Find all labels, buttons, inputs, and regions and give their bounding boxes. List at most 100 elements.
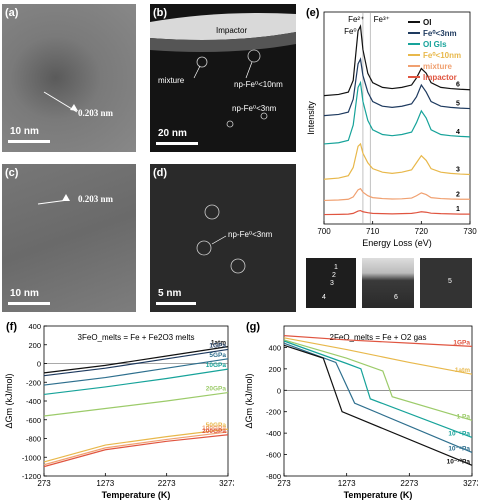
series-line — [283, 342, 473, 453]
legend-entry: mixture — [423, 62, 452, 71]
x-tick-label: 3273 — [463, 479, 478, 488]
x-tick-label: 710 — [366, 227, 380, 236]
scale-label-b: 20 nm — [158, 128, 187, 139]
y-tick-label: -800 — [266, 472, 281, 481]
series-line — [323, 187, 470, 202]
scale-bar-a — [8, 140, 50, 143]
panel-label: (f) — [6, 321, 17, 333]
y-tick-label: 400 — [28, 322, 41, 331]
lattice-spacing-label: 0.203 nm — [78, 108, 114, 118]
inset-number: 3 — [330, 280, 334, 287]
impactor-label: Impactor — [216, 26, 248, 35]
np-circle — [204, 204, 220, 220]
series-label: 200GPa — [202, 428, 226, 435]
panel-d-label: (d) — [153, 167, 168, 179]
panel-c-image: (c) 0.203 nm 10 nm — [2, 164, 136, 312]
x-tick-label: 700 — [317, 227, 331, 236]
lattice-spacing-label: 0.203 nm — [78, 194, 114, 204]
series-offset-label: 1 — [456, 206, 460, 213]
series-label: 1GPa — [453, 339, 470, 346]
scale-bar-d — [156, 302, 196, 305]
panel-label: (g) — [246, 321, 260, 333]
y-tick-label: -600 — [26, 416, 41, 425]
plot-frame — [43, 325, 229, 477]
legend-entry: OI — [423, 18, 431, 27]
peak-label: Fe²⁺ — [348, 15, 364, 24]
legend-entry: Impactor — [423, 73, 457, 82]
series-label: 10⁻¹⁰Pa — [447, 457, 471, 465]
gibbs-chart-f: (f) 3FeO_melts = Fe + Fe2O3 melts 1atm1GPa… — [4, 321, 234, 500]
lattice-arrow-icon — [37, 194, 70, 205]
inset-number: 5 — [448, 278, 452, 285]
lattice-arrow-icon — [43, 91, 78, 113]
series-label: 1atm — [211, 340, 226, 347]
np-circle — [230, 258, 246, 274]
chart-title: 3FeO_melts = Fe + Fe2O3 melts — [78, 333, 195, 342]
series-offset-label: 2 — [456, 191, 460, 198]
legend-entry: Fe⁰<3nm — [423, 29, 457, 38]
series-offset-label: 4 — [456, 129, 460, 136]
scale-bar-c — [8, 302, 50, 305]
series-line — [43, 431, 229, 466]
legend-entry: OI Gls — [423, 40, 447, 49]
series-line — [43, 358, 229, 386]
series-offset-label: 3 — [456, 167, 460, 174]
y-tick-label: 0 — [277, 386, 281, 395]
inset-number: 6 — [394, 294, 398, 301]
np-large-label: np-Fe⁰<10nm — [234, 80, 283, 89]
series-line — [283, 340, 473, 438]
inset-3-image: 5 — [420, 258, 472, 308]
x-tick-label: 1273 — [338, 479, 356, 488]
panel-d-overlay — [196, 204, 246, 274]
panel-a-image: (a) 0.203 nm 10 nm — [2, 4, 136, 152]
panel-b-label: (b) — [153, 7, 168, 19]
eels-chart: (e) Fe²⁺ Fe³⁺ Fe⁰ 6 OI 5 Fe⁰<3nm 4 OI Gls 3 Fe⁰<10n… — [306, 7, 477, 248]
np-circle — [260, 112, 268, 120]
y-tick-label: -200 — [26, 378, 41, 387]
scale-label-c: 10 nm — [10, 288, 39, 299]
inset-1-image: 1 2 3 4 — [306, 258, 356, 308]
series-line — [43, 346, 229, 374]
series-line — [283, 337, 473, 375]
series-label: 5GPa — [209, 352, 226, 359]
series-line — [323, 80, 471, 145]
panel-b-image: (b) Impactor mixture np-Fe⁰<10nm np-Fe⁰<… — [150, 4, 296, 152]
y-axis-label: Intensity — [306, 101, 316, 135]
scale-label-d: 5 nm — [158, 288, 182, 299]
inset-number: 1 — [334, 264, 338, 271]
series-label: 10⁻⁵Pa — [448, 430, 470, 437]
impactor-region — [150, 13, 296, 40]
x-tick-label: 2273 — [400, 479, 418, 488]
y-tick-label: 200 — [28, 341, 41, 350]
y-tick-label: 0 — [37, 360, 41, 369]
x-tick-label: 720 — [415, 227, 429, 236]
peak-label: Fe⁰ — [344, 27, 357, 36]
scale-bar-b — [156, 142, 198, 145]
series-label: 20GPa — [206, 386, 227, 393]
y-tick-label: 400 — [268, 343, 281, 352]
plot-frame — [323, 11, 471, 225]
np-label: np-Fe⁰<3nm — [228, 230, 273, 239]
series-label: 1 Pa — [457, 413, 471, 420]
panel-d-image: (d) np-Fe⁰<3nm 5 nm — [150, 164, 296, 312]
y-tick-label: -1200 — [22, 472, 41, 481]
series-line — [283, 335, 473, 347]
y-tick-label: -400 — [266, 429, 281, 438]
series-line — [43, 434, 229, 468]
y-tick-label: -200 — [266, 408, 281, 417]
series-line — [323, 57, 471, 117]
x-tick-label: 3273 — [219, 479, 234, 488]
series-label: 1atm — [455, 367, 470, 374]
inset-2-image: 6 — [362, 258, 414, 308]
y-tick-label: 200 — [268, 365, 281, 374]
series-line — [323, 24, 471, 97]
x-tick-label: 273 — [37, 479, 51, 488]
x-tick-label: 1273 — [96, 479, 114, 488]
x-tick-label: 273 — [277, 479, 291, 488]
series-line — [43, 348, 229, 377]
series-line — [43, 428, 229, 463]
np-circle — [247, 49, 261, 63]
np-small-label: np-Fe⁰<3nm — [232, 104, 277, 113]
y-axis-label: ΔGm (kJ/mol) — [244, 373, 254, 428]
series-line — [323, 209, 470, 216]
